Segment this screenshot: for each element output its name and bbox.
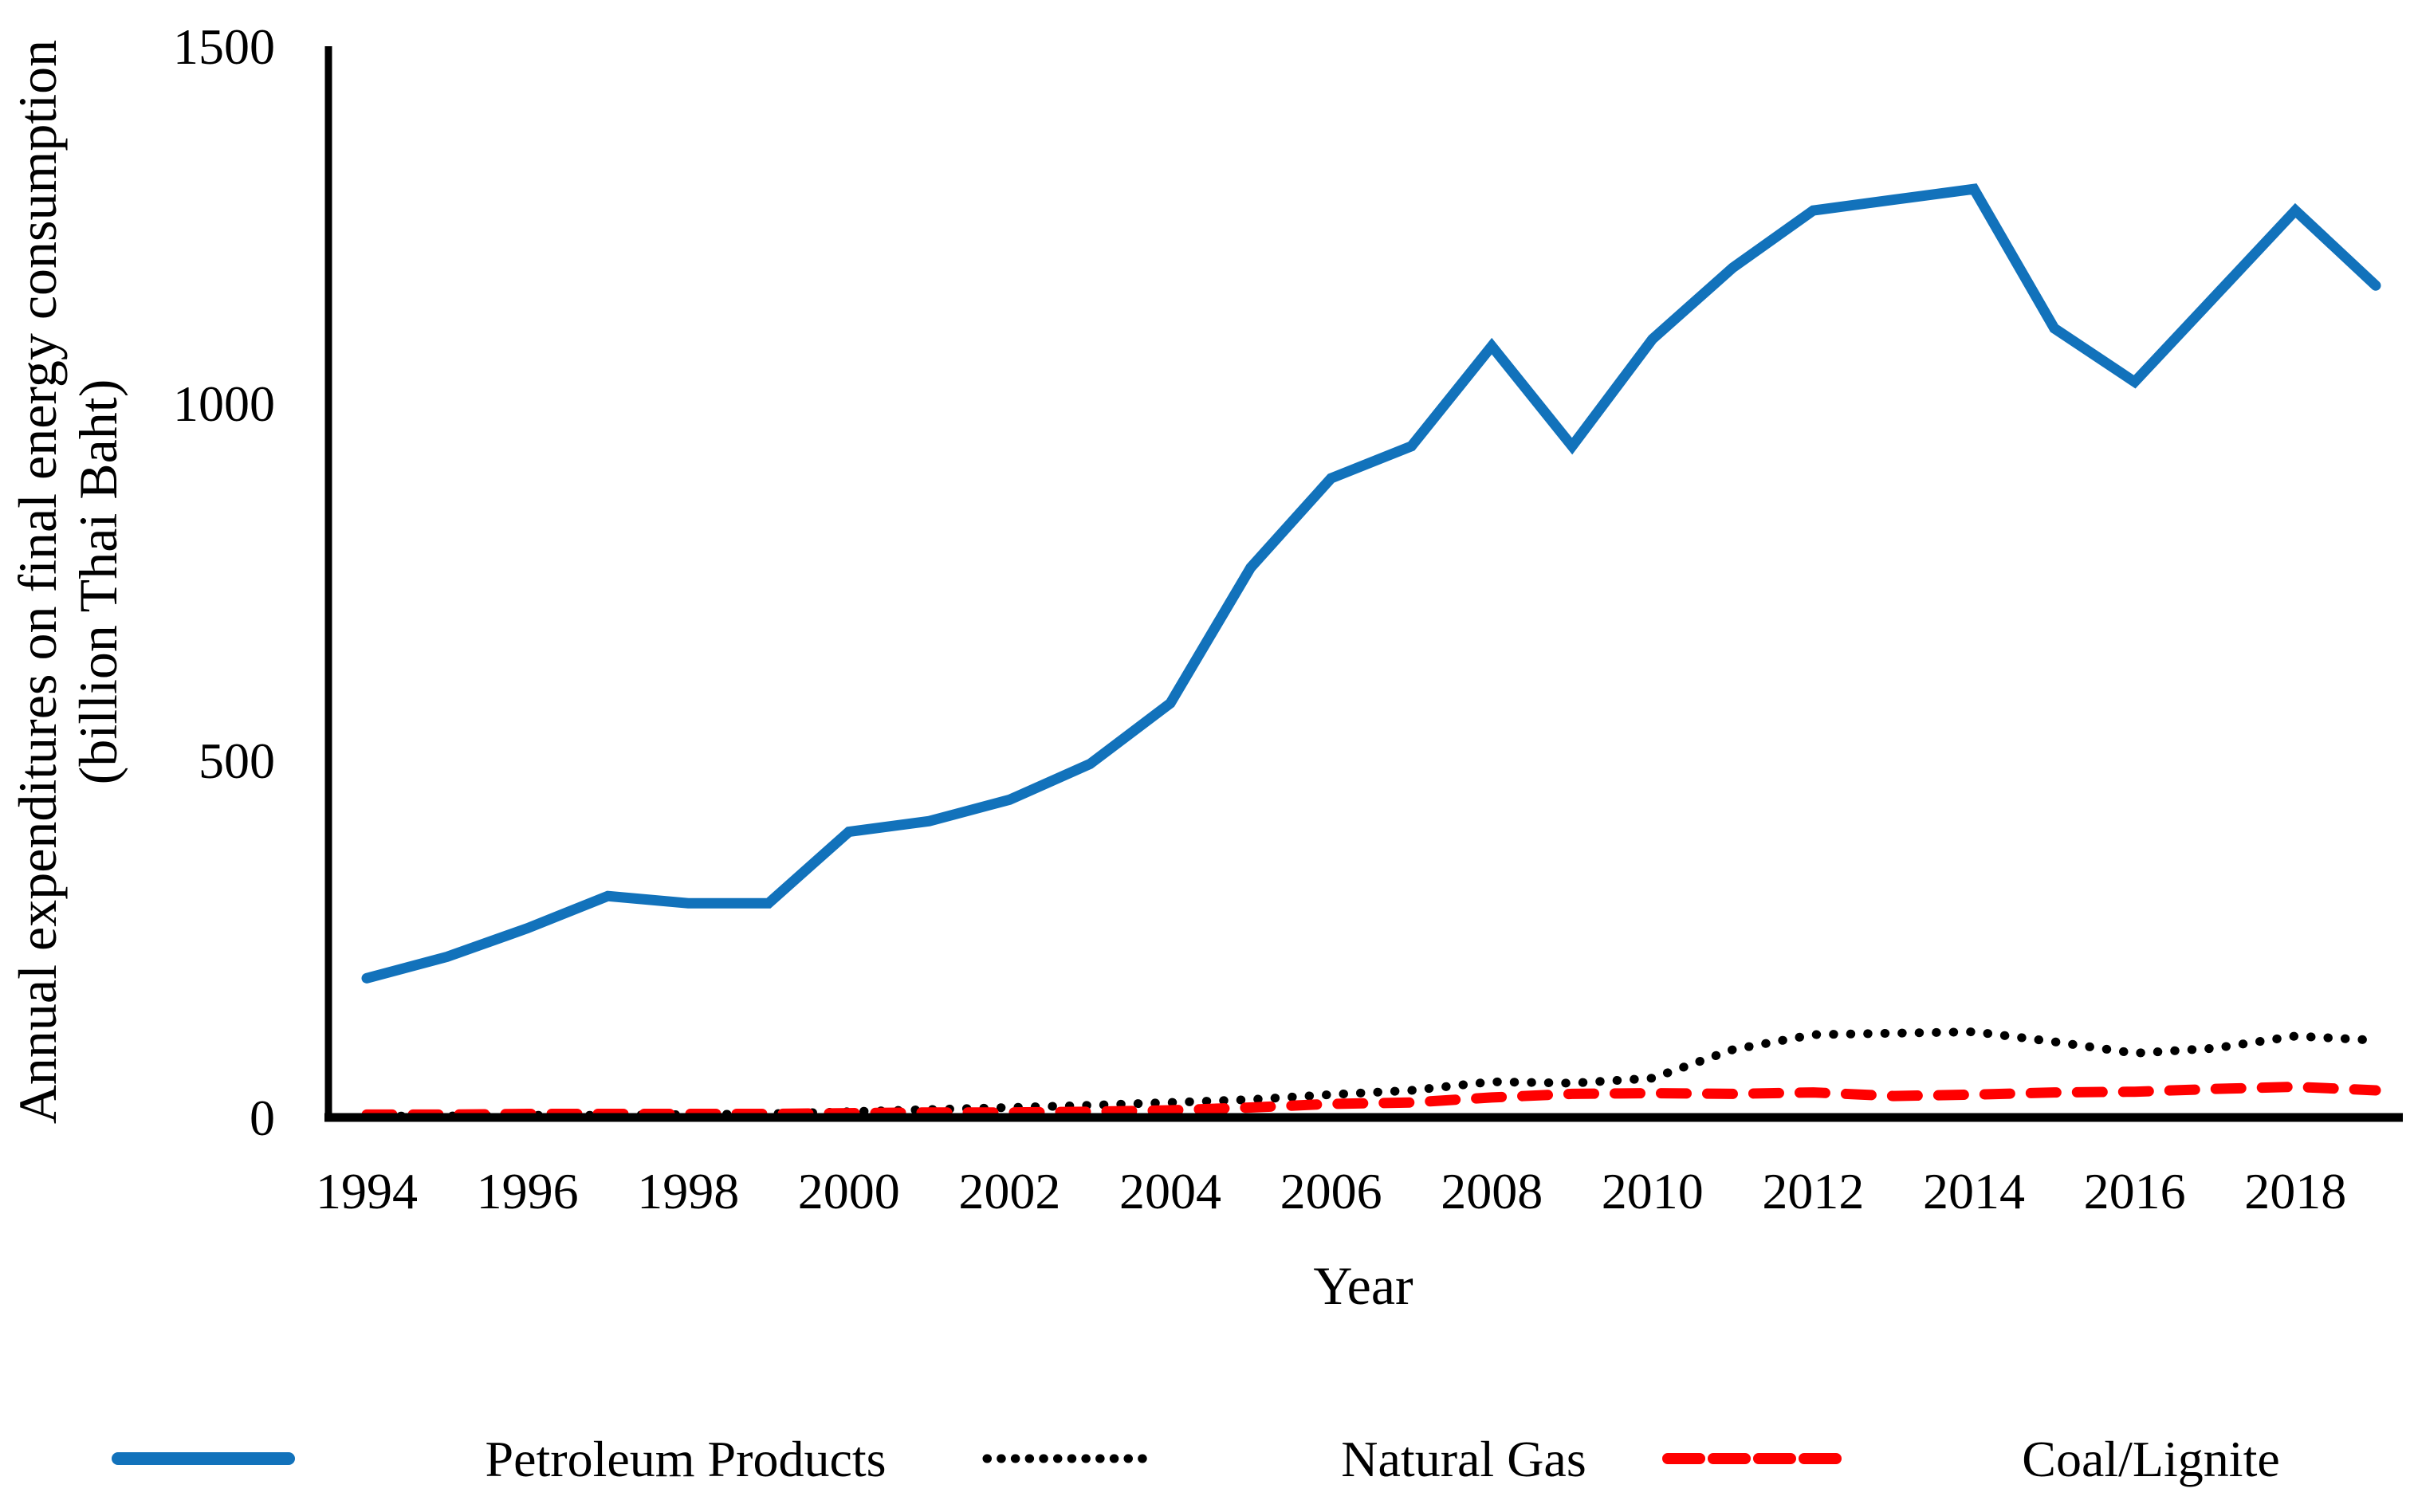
x-tick-label-2014: 2014 [1923, 1163, 2025, 1219]
x-tick-label-2004: 2004 [1119, 1163, 1221, 1219]
x-tick-label-1994: 1994 [316, 1163, 418, 1219]
y-axis-tick-labels: 0 500 1000 1500 [173, 18, 275, 1146]
x-tick-label-2016: 2016 [2084, 1163, 2186, 1219]
legend-label-natural-gas: Natural Gas [1341, 1431, 1586, 1487]
x-tick-label-2008: 2008 [1441, 1163, 1543, 1219]
x-tick-label-2002: 2002 [958, 1163, 1060, 1219]
y-tick-label-500: 500 [199, 732, 275, 789]
x-tick-label-1998: 1998 [637, 1163, 739, 1219]
x-tick-label-2018: 2018 [2244, 1163, 2346, 1219]
x-axis-title: Year [1313, 1255, 1413, 1316]
y-axis-title-line1: Annual expenditures on final energy cons… [7, 40, 68, 1124]
x-tick-label-2006: 2006 [1280, 1163, 1382, 1219]
x-tick-label-2000: 2000 [798, 1163, 900, 1219]
coal-lignite-line [361, 1082, 2381, 1120]
petroleum-products-line [361, 183, 2381, 984]
legend-label-petroleum: Petroleum Products [485, 1431, 886, 1487]
x-tick-label-2012: 2012 [1762, 1163, 1864, 1219]
legend: Petroleum Products Natural Gas Coal/Lign… [112, 1431, 2280, 1487]
y-tick-label-1000: 1000 [173, 375, 275, 432]
x-tick-label-2010: 2010 [1602, 1163, 1704, 1219]
x-axis-tick-labels: 1994 1996 1998 2000 2002 2004 2006 2008 2010 2012… [316, 1163, 2346, 1219]
y-axis-title-line2: (billion Thai Baht) [68, 379, 128, 785]
natural-gas-line [362, 1027, 2381, 1121]
x-tick-label-1996: 1996 [477, 1163, 579, 1219]
y-tick-label-0: 0 [250, 1090, 275, 1146]
y-tick-label-1500: 1500 [173, 18, 275, 75]
legend-label-coal-lignite: Coal/Lignite [2022, 1431, 2280, 1487]
